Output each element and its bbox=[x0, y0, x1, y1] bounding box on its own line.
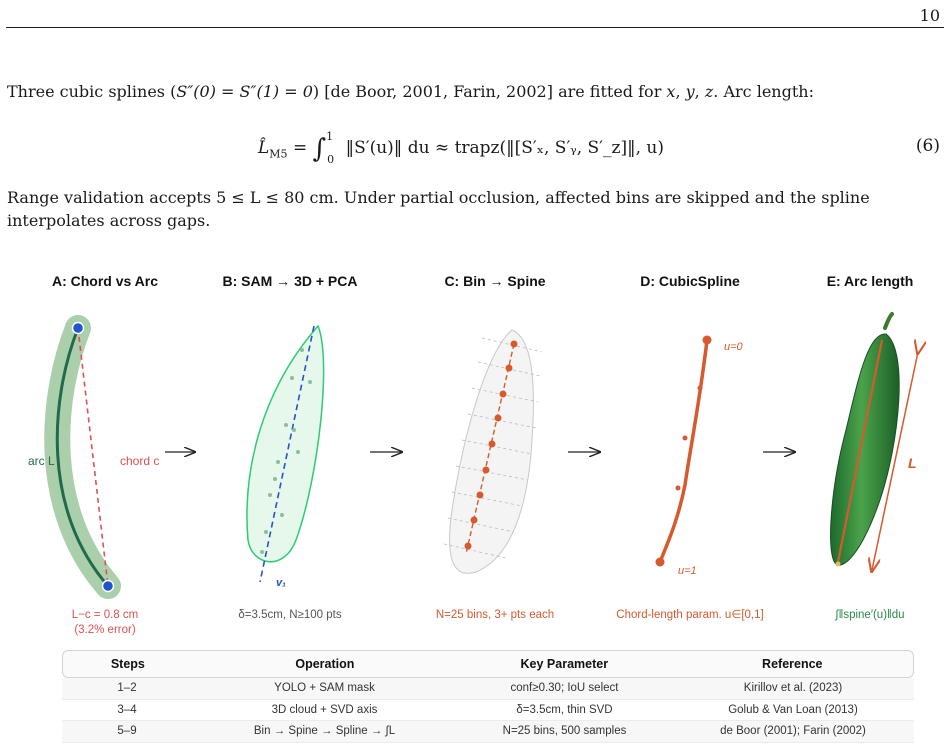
boundary-condition: S″(0) = S″(1) = 0 bbox=[176, 82, 313, 101]
panel-b-caption: δ=3.5cm, N≥100 pts bbox=[238, 609, 342, 621]
table-header: Steps Operation Key Parameter Reference bbox=[62, 650, 914, 678]
cell: 5–9 bbox=[117, 725, 137, 738]
u1-label: u=1 bbox=[678, 565, 697, 577]
spline-knot bbox=[682, 435, 688, 441]
cloud-outline bbox=[449, 329, 534, 574]
arc-curve bbox=[55, 327, 110, 587]
table-row: 1–2 YOLO + SAM mask conf≥0.30; IoU selec… bbox=[62, 678, 914, 700]
point-cloud bbox=[260, 348, 312, 554]
panel-a-title: A: Chord vs Arc bbox=[51, 273, 159, 289]
spline-knot bbox=[697, 385, 703, 391]
cell: 1–2 bbox=[117, 682, 137, 695]
cucumber-stem bbox=[883, 312, 894, 330]
spline-start bbox=[702, 335, 712, 345]
table-body: 1–2 YOLO + SAM mask conf≥0.30; IoU selec… bbox=[62, 678, 914, 743]
eq-lhs: L̂ bbox=[258, 138, 270, 158]
cell: 3–4 bbox=[117, 703, 137, 716]
cell: Golub & Van Loan (2013) bbox=[728, 703, 858, 716]
eq-integrand: ‖S′(u)‖ du ≈ trapz(‖[S′ₓ, S′ᵧ, S′_z]‖, u… bbox=[345, 138, 664, 158]
v1-label: v₁ bbox=[276, 577, 286, 589]
var-z: z bbox=[704, 82, 714, 101]
cell: Bin → Spine → Spline → ∫L bbox=[253, 725, 396, 738]
cell: 3D cloud + SVD axis bbox=[271, 703, 378, 716]
pca-axis bbox=[259, 325, 315, 583]
table-row: 3–4 3D cloud + SVD axis δ=3.5cm, thin SV… bbox=[62, 699, 914, 721]
spline-end bbox=[655, 557, 665, 567]
page-number: 10 bbox=[919, 6, 940, 25]
cell: Kirillov et al. (2023) bbox=[743, 682, 843, 695]
panel-b-sam-pca: v₁ bbox=[246, 324, 325, 589]
panel-a-chord-arc: arc L chord c bbox=[28, 315, 159, 599]
u0-label: u=0 bbox=[724, 341, 744, 353]
panel-e-arclength: L bbox=[830, 312, 918, 570]
cell: N=25 bins, 500 samples bbox=[502, 725, 627, 738]
header-key-parameter: Key Parameter bbox=[520, 657, 609, 671]
spline-knot bbox=[675, 485, 681, 491]
var-x: x bbox=[666, 82, 676, 101]
text-run: ) [de Boor, 2001, Farin, 2002] are fitte… bbox=[312, 82, 667, 101]
equation-number: (6) bbox=[915, 136, 940, 156]
header-steps: Steps bbox=[110, 657, 145, 671]
panel-d-title: D: CubicSpline bbox=[640, 273, 740, 289]
paragraph-splines: Three cubic splines (S″(0) = S″(1) = 0) … bbox=[7, 82, 814, 101]
chord-label: chord c bbox=[120, 454, 159, 468]
chord-line bbox=[77, 327, 109, 587]
int-lower: 0 bbox=[327, 153, 335, 167]
arc-label: arc L bbox=[28, 454, 55, 468]
cell: YOLO + SAM mask bbox=[274, 682, 375, 695]
panel-e-caption: ∫‖spine′(u)‖du bbox=[835, 609, 905, 621]
cell: de Boor (2001); Farin (2002) bbox=[720, 725, 866, 738]
header-rule bbox=[6, 27, 944, 28]
panel-a-caption: L−c = 0.8 cm (3.2% error) bbox=[71, 609, 139, 636]
panel-d-caption: Chord-length param. u∈[0,1] bbox=[616, 609, 764, 621]
spline-curve bbox=[658, 338, 709, 564]
endpoint-bottom bbox=[101, 579, 115, 593]
panel-b-title: B: SAM → 3D + PCA bbox=[222, 273, 358, 289]
L-label: L bbox=[908, 455, 917, 471]
paragraph-validation: Range validation accepts 5 ≤ L ≤ 80 cm. … bbox=[7, 188, 870, 230]
text-run: Three cubic splines ( bbox=[7, 82, 177, 101]
panel-c-title: C: Bin → Spine bbox=[444, 273, 546, 289]
var-y: y bbox=[685, 82, 695, 101]
pipeline-figure: arc L chord c v₁ bbox=[28, 312, 950, 599]
eq-lhs-sub: M5 bbox=[269, 147, 288, 161]
header-operation: Operation bbox=[295, 657, 355, 671]
endpoint-top bbox=[71, 321, 85, 335]
text-run: . Arc length: bbox=[713, 82, 814, 101]
panel-e-title: E: Arc length bbox=[826, 273, 914, 289]
sam-mask bbox=[246, 324, 325, 563]
panel-c-bin-spine bbox=[443, 329, 543, 574]
panel-d-cubicspline: u=0 u=1 bbox=[655, 335, 744, 577]
spine-tip bbox=[835, 561, 841, 567]
cucumber bbox=[830, 333, 900, 566]
header-reference: Reference bbox=[762, 657, 823, 671]
bin-centroids bbox=[464, 340, 518, 550]
int-upper: 1 bbox=[326, 130, 334, 144]
equation-6: L̂M5 = ∫10 ‖S′(u)‖ du ≈ trapz(‖[S′ₓ, S′ᵧ… bbox=[258, 130, 940, 167]
panel-c-caption: N=25 bins, 3+ pts each bbox=[435, 609, 555, 621]
pipeline-table: Steps Operation Key Parameter Reference … bbox=[62, 650, 914, 743]
table-row: 5–9 Bin → Spine → Spline → ∫L N=25 bins,… bbox=[62, 721, 914, 743]
cell: conf≥0.30; IoU select bbox=[510, 682, 619, 695]
length-arrow bbox=[872, 352, 918, 570]
cell: δ=3.5cm, thin SVD bbox=[516, 703, 613, 716]
